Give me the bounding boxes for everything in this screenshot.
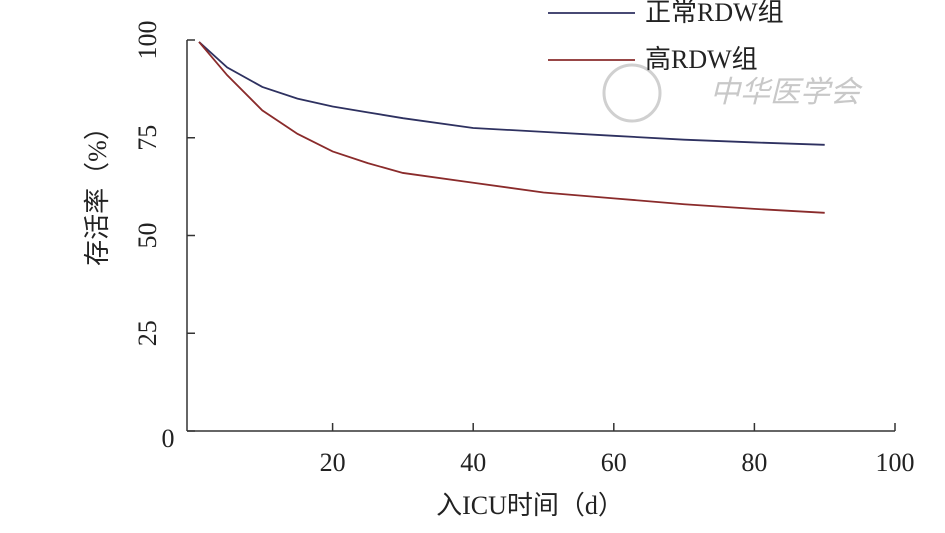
watermark-logo bbox=[602, 63, 662, 123]
x-tick-label: 60 bbox=[601, 448, 627, 477]
x-tick-label: 40 bbox=[460, 448, 486, 477]
y-tick-label: 25 bbox=[133, 320, 162, 346]
x-tick-label: 100 bbox=[876, 448, 915, 477]
x-axis-label: 入ICU时间（d） bbox=[436, 491, 624, 520]
y-tick-label: 100 bbox=[133, 21, 162, 60]
y-axis-label: 存活率（%） bbox=[83, 114, 112, 266]
watermark: 中华医学会 bbox=[710, 76, 863, 109]
x-tick-label: 20 bbox=[320, 448, 346, 477]
line-series bbox=[198, 41, 825, 146]
legend-label: 正常RDW组 bbox=[645, 0, 784, 27]
y-tick-label: 50 bbox=[133, 223, 162, 249]
y-tick-label: 75 bbox=[133, 125, 162, 151]
x-tick-label: 80 bbox=[741, 448, 767, 477]
line-series bbox=[198, 41, 825, 214]
legend-label: 高RDW组 bbox=[645, 45, 758, 74]
y-tick-label: 0 bbox=[162, 424, 175, 453]
